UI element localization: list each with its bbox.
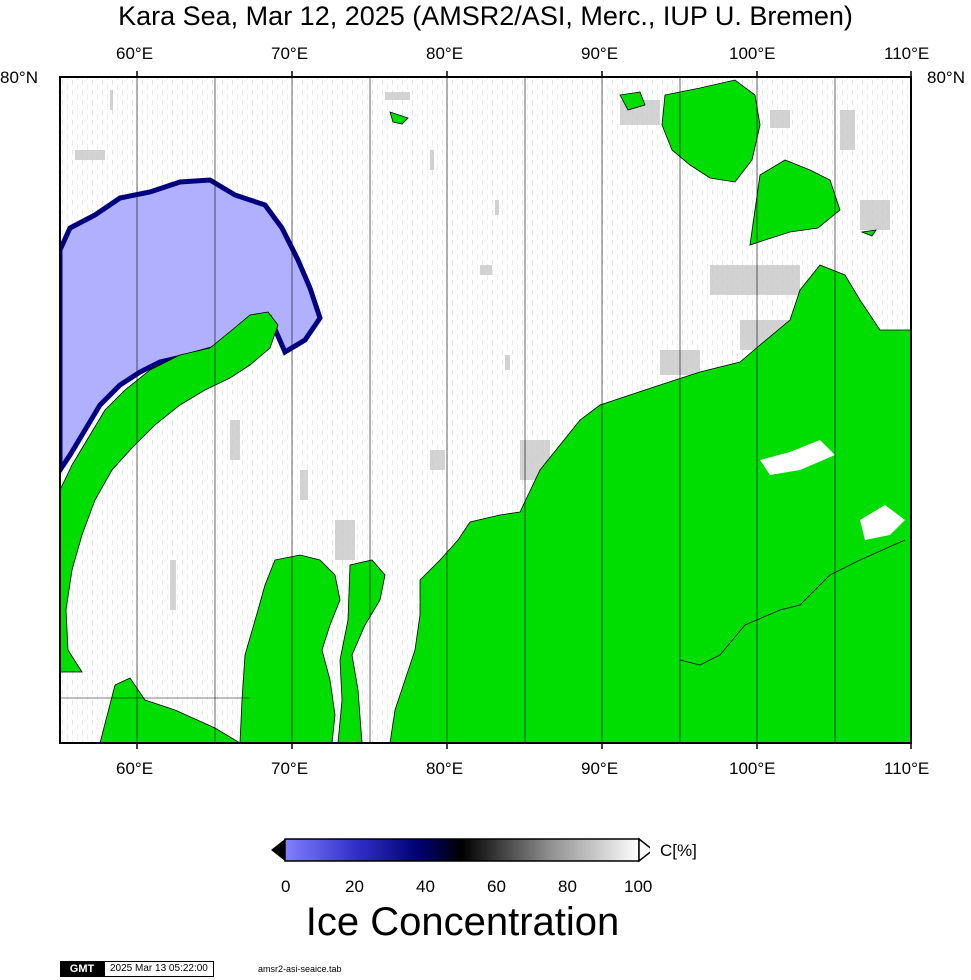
colorbar-title: Ice Concentration	[305, 900, 620, 944]
open-water-area	[60, 177, 323, 475]
colorbar-tick-20: 20	[345, 877, 364, 896]
small-island-3	[860, 229, 877, 237]
ice-concentration-map	[59, 71, 912, 749]
colorbar-tick-40: 40	[416, 877, 435, 896]
frame-ticks	[136, 71, 912, 749]
yamal-peninsula-land	[239, 554, 341, 743]
map-frame	[59, 76, 912, 744]
small-island-1	[619, 91, 646, 111]
inland-water-2	[860, 505, 905, 540]
inland-water-1	[760, 440, 835, 475]
colorbar-gradient	[284, 838, 640, 862]
lon-label-bottom-60: 60°E	[116, 759, 154, 778]
colorbar-tick-100: 100	[624, 877, 653, 896]
lon-label-top-100: 100°E	[729, 44, 776, 63]
severnaya-zemlya-north	[661, 79, 761, 183]
lat-label-right-80: 80°N	[927, 68, 965, 87]
gydan-peninsula-land	[337, 559, 386, 743]
taymyr-mainland	[389, 264, 911, 743]
lon-label-top-80: 80°E	[426, 44, 464, 63]
gmt-logo: GMT	[60, 961, 104, 977]
lon-label-bottom-110: 110°E	[884, 759, 930, 778]
map-grid	[60, 77, 836, 743]
severnaya-zemlya-south	[749, 159, 841, 246]
southwest-coast-land	[99, 677, 241, 743]
map-area: 60°E 70°E 80°E 90°E 100°E 110°E 60°E 70°…	[0, 44, 965, 778]
colorbar-tick-0: 0	[281, 877, 291, 896]
lon-label-bottom-100: 100°E	[729, 759, 776, 778]
map-title: Kara Sea, Mar 12, 2025 (AMSR2/ASI, Merc.…	[118, 1, 853, 31]
novaya-zemlya-land	[60, 311, 279, 673]
small-island-2	[389, 111, 409, 125]
lon-label-bottom-70: 70°E	[271, 759, 309, 778]
colorbar	[271, 837, 650, 863]
lon-label-top-60: 60°E	[116, 44, 154, 63]
colorbar-high-arrow	[638, 837, 650, 863]
inland-water-3	[408, 595, 420, 610]
lon-label-top-70: 70°E	[271, 44, 309, 63]
river-line	[679, 539, 906, 666]
lon-label-bottom-90: 90°E	[581, 759, 619, 778]
colorbar-low-arrow	[271, 839, 285, 861]
footer-timestamp: 2025 Mar 13 05:22:00	[104, 961, 214, 977]
lat-label-left-80: 80°N	[0, 68, 38, 87]
footer-filename: amsr2-asi-seaice.tab	[258, 964, 342, 974]
lon-label-top-90: 90°E	[581, 44, 619, 63]
lon-label-bottom-80: 80°E	[426, 759, 464, 778]
colorbar-tick-80: 80	[558, 877, 577, 896]
colorbar-tick-60: 60	[487, 877, 506, 896]
colorbar-unit: C[%]	[660, 841, 697, 860]
lon-label-top-110: 110°E	[884, 44, 930, 63]
